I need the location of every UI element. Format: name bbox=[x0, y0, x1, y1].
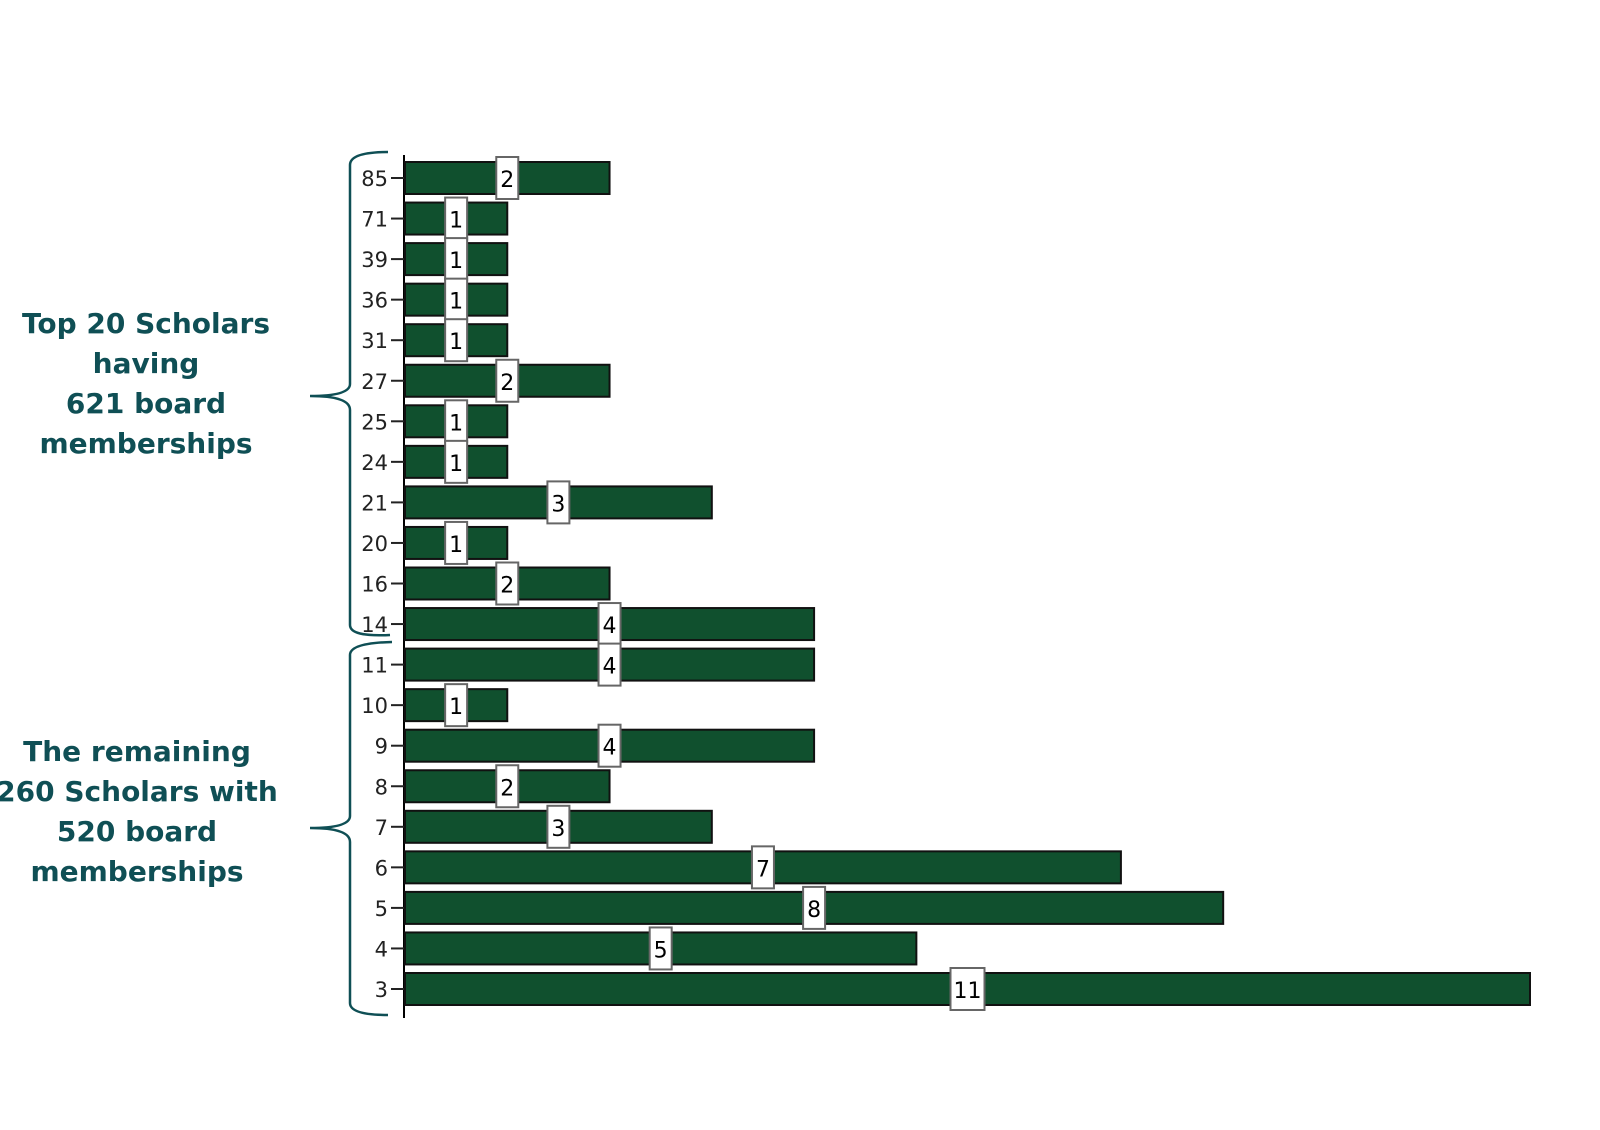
data-label: 2 bbox=[500, 776, 514, 801]
y-tick-label: 5 bbox=[375, 897, 388, 921]
y-tick-label: 25 bbox=[361, 410, 388, 434]
y-tick-label: 4 bbox=[375, 937, 388, 961]
y-tick-label: 24 bbox=[361, 451, 388, 475]
y-tick-label: 3 bbox=[375, 978, 388, 1002]
data-label: 4 bbox=[603, 655, 617, 680]
data-label: 1 bbox=[449, 411, 463, 436]
data-label: 11 bbox=[954, 979, 982, 1004]
y-tick-label: 71 bbox=[361, 208, 388, 232]
y-tick-label: 8 bbox=[375, 775, 388, 799]
remaining-group-line: 260 Scholars with bbox=[0, 775, 278, 808]
y-tick-label: 85 bbox=[361, 167, 388, 191]
remaining-group-line: The remaining bbox=[23, 735, 251, 768]
top-group-brace bbox=[309, 150, 391, 637]
y-tick-label: 9 bbox=[375, 735, 388, 759]
y-tick-label: 11 bbox=[361, 654, 388, 678]
data-label: 2 bbox=[500, 574, 514, 599]
data-label-box bbox=[495, 764, 520, 809]
y-tick-label: 36 bbox=[361, 289, 388, 313]
data-label-box bbox=[495, 358, 520, 403]
remaining-group-brace bbox=[309, 640, 393, 1017]
top-group-line: memberships bbox=[39, 427, 253, 460]
y-tick-label: 27 bbox=[361, 370, 388, 394]
data-label: 2 bbox=[500, 371, 514, 396]
top-group-label: Top 20 Scholars having 621 board members… bbox=[6, 304, 286, 464]
data-label-box bbox=[546, 480, 571, 525]
data-label: 4 bbox=[603, 736, 617, 761]
remaining-group-line: 520 board bbox=[56, 815, 218, 848]
data-label: 2 bbox=[500, 168, 514, 193]
data-label: 3 bbox=[551, 817, 565, 842]
data-label: 1 bbox=[449, 452, 463, 477]
data-label-box bbox=[444, 439, 469, 484]
data-label-box bbox=[444, 520, 469, 565]
remaining-group-line: memberships bbox=[30, 855, 244, 888]
top-group-line: Top 20 Scholars bbox=[21, 307, 271, 340]
data-label: 1 bbox=[449, 209, 463, 234]
data-label: 5 bbox=[654, 938, 668, 963]
data-label-box bbox=[444, 318, 469, 363]
data-label: 1 bbox=[449, 695, 463, 720]
data-label: 1 bbox=[449, 330, 463, 355]
data-label-box bbox=[597, 642, 622, 687]
y-tick-label: 21 bbox=[361, 491, 388, 515]
data-label-box bbox=[444, 683, 469, 728]
data-label: 8 bbox=[807, 898, 821, 923]
y-tick-label: 6 bbox=[375, 856, 388, 880]
data-label: 1 bbox=[449, 290, 463, 315]
y-tick-label: 20 bbox=[361, 532, 388, 556]
data-label: 7 bbox=[756, 857, 770, 882]
data-label-box bbox=[750, 845, 775, 890]
data-label-box bbox=[802, 885, 827, 930]
data-label-box bbox=[495, 156, 520, 200]
data-label: 3 bbox=[551, 492, 565, 517]
y-tick-label: 7 bbox=[375, 816, 388, 840]
top-group-line: having bbox=[92, 347, 200, 380]
y-tick-label: 39 bbox=[361, 248, 388, 272]
data-label-box bbox=[597, 723, 622, 768]
data-label-box bbox=[648, 926, 673, 971]
y-tick-label: 10 bbox=[361, 694, 388, 718]
remaining-group-label: The remaining 260 Scholars with 520 boar… bbox=[0, 732, 287, 892]
data-label: 1 bbox=[449, 533, 463, 558]
data-label-box bbox=[949, 967, 986, 1011]
y-tick-label: 14 bbox=[361, 613, 388, 637]
y-tick-label: 31 bbox=[361, 329, 388, 353]
data-label: 4 bbox=[603, 614, 617, 639]
y-tick-label: 16 bbox=[361, 573, 388, 597]
data-label-box bbox=[546, 804, 571, 849]
data-label-box bbox=[495, 561, 520, 606]
data-label: 1 bbox=[449, 249, 463, 274]
top-group-line: 621 board bbox=[65, 387, 227, 420]
